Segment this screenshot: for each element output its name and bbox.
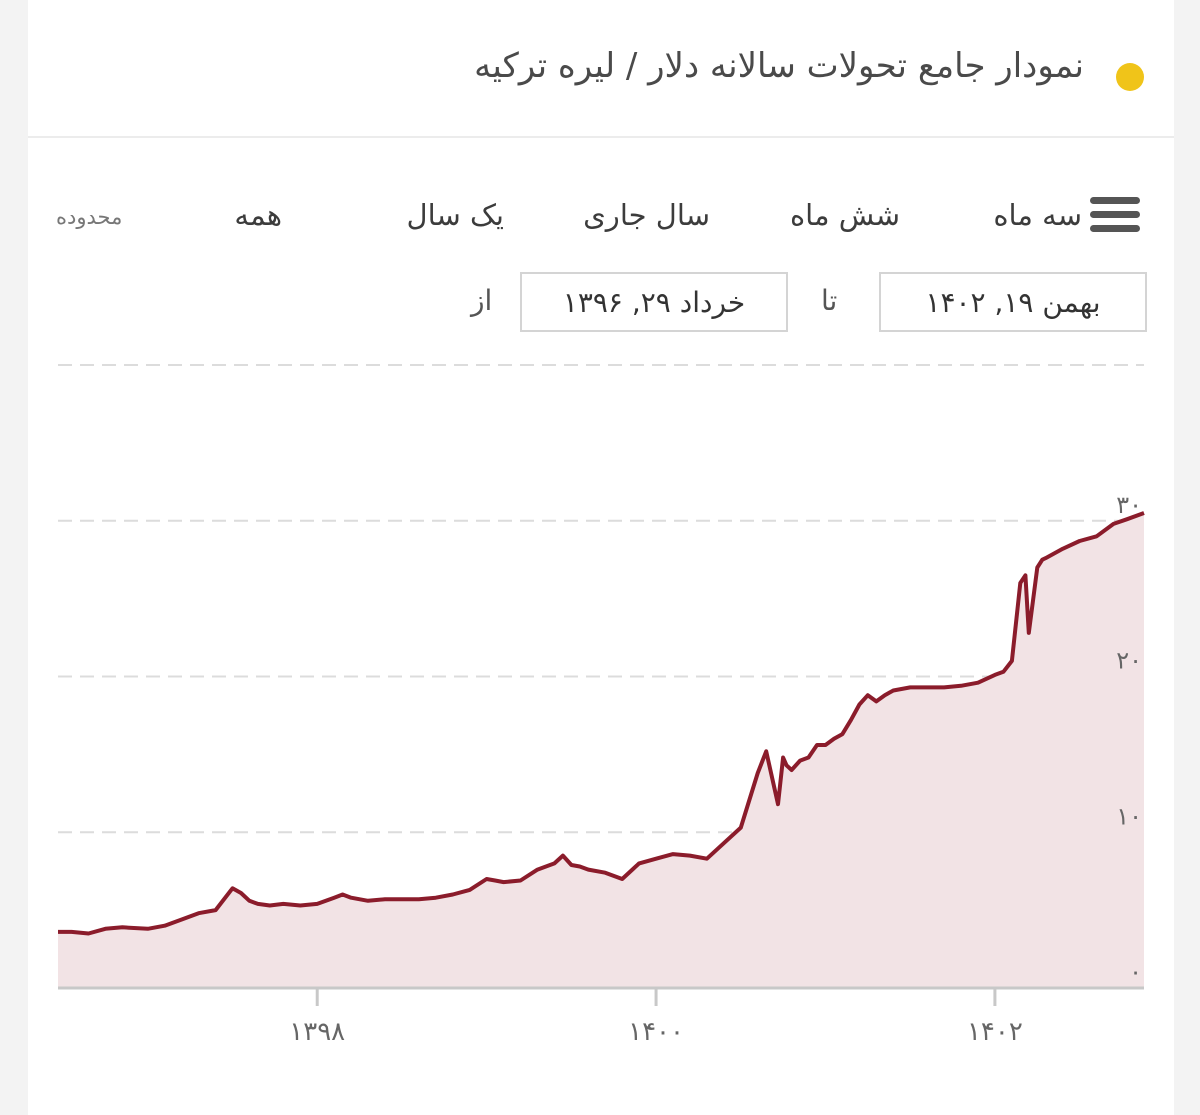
y-axis-ticks: ۰ ۱۰ ۲۰ ۳۰: [1116, 491, 1142, 986]
range-button-all[interactable]: همه: [234, 198, 282, 232]
x-axis-ticks: ۱۳۹۸ ۱۴۰۰ ۱۴۰۲: [289, 988, 1023, 1047]
hamburger-menu-icon[interactable]: [1090, 197, 1140, 239]
from-date-input[interactable]: خرداد ۲۹, ۱۳۹۶: [520, 272, 788, 332]
chart-title: نمودار جامع تحولات سالانه دلار / لیره تر…: [474, 46, 1084, 86]
zoom-label: محدوده: [56, 205, 123, 229]
title-dot-icon: [1116, 63, 1144, 91]
area-fill: [58, 513, 1144, 988]
y-tick-label: ۰: [1129, 958, 1142, 986]
y-tick-label: ۳۰: [1116, 491, 1142, 519]
chart-card: نمودار جامع تحولات سالانه دلار / لیره تر…: [28, 0, 1174, 1115]
from-label: از: [471, 284, 493, 317]
to-label: تا: [821, 284, 838, 317]
price-chart: ۱۳۹۸ ۱۴۰۰ ۱۴۰۲ ۰ ۱۰ ۲۰ ۳۰: [58, 364, 1145, 1047]
x-tick-label: ۱۴۰۰: [628, 1017, 684, 1047]
x-tick-label: ۱۴۰۲: [967, 1017, 1023, 1047]
to-date-input[interactable]: بهمن ۱۹, ۱۴۰۲: [879, 272, 1147, 332]
y-tick-label: ۱۰: [1116, 802, 1142, 830]
price-line: [58, 511, 1145, 936]
range-button-one-year[interactable]: یک سال: [406, 198, 504, 232]
range-button-six-months[interactable]: شش ماه: [789, 198, 900, 232]
range-button-three-months[interactable]: سه ماه: [993, 198, 1082, 232]
range-button-current-year[interactable]: سال جاری: [583, 198, 710, 232]
x-tick-label: ۱۳۹۸: [289, 1017, 345, 1047]
y-tick-label: ۲۰: [1116, 647, 1142, 675]
chart-header: نمودار جامع تحولات سالانه دلار / لیره تر…: [28, 0, 1174, 138]
